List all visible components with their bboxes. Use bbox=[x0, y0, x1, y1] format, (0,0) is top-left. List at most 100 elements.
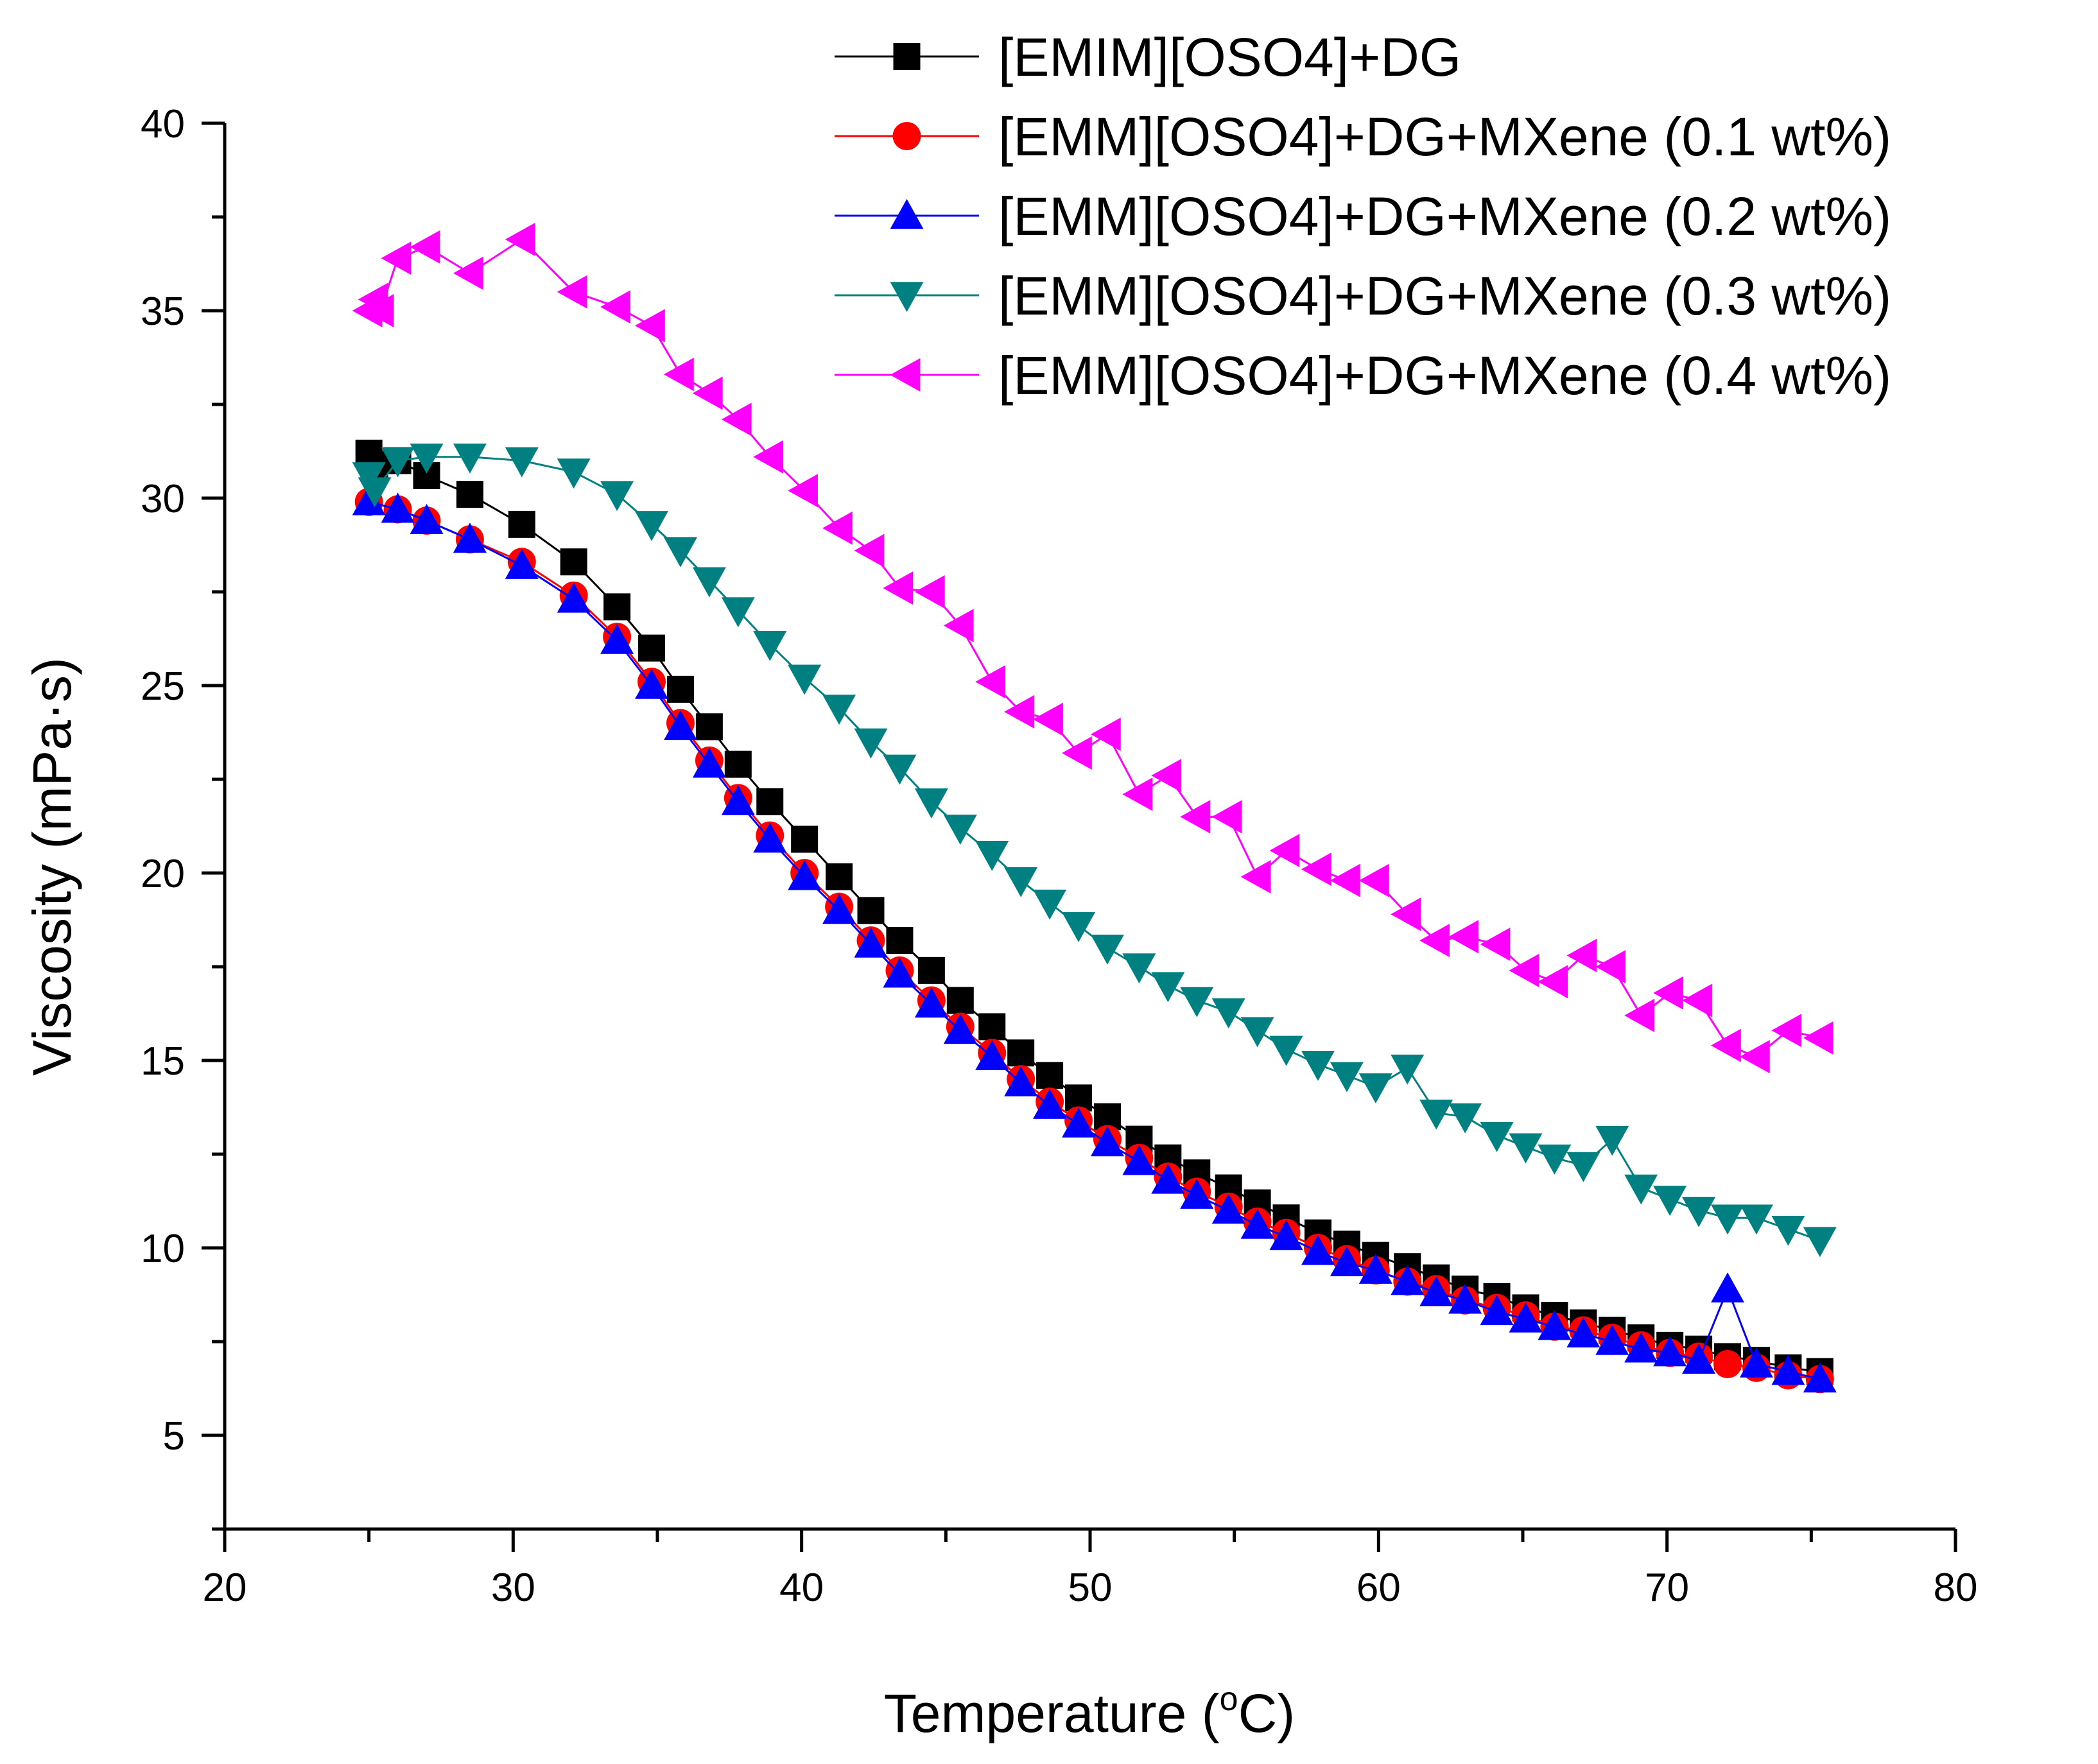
data-point bbox=[1269, 1035, 1303, 1066]
data-point bbox=[1090, 1126, 1124, 1157]
data-point bbox=[381, 447, 415, 478]
data-point bbox=[638, 634, 666, 662]
data-point bbox=[600, 290, 630, 324]
legend-item: [EMIM][OSO4]+DG bbox=[835, 27, 1461, 87]
data-point bbox=[1240, 1208, 1274, 1239]
data-point bbox=[791, 826, 819, 853]
data-point bbox=[1566, 1317, 1600, 1348]
data-point bbox=[822, 695, 856, 725]
data-point bbox=[1391, 897, 1421, 931]
x-axis-title: Temperature (oC) bbox=[884, 1681, 1295, 1743]
data-point bbox=[854, 927, 888, 958]
y-axis-title: Viscosity (mPa·s) bbox=[22, 657, 82, 1076]
y-tick-label: 25 bbox=[141, 664, 185, 709]
data-point bbox=[857, 897, 885, 924]
y-tick-label: 5 bbox=[163, 1414, 185, 1458]
data-point bbox=[756, 788, 784, 816]
data-point bbox=[946, 987, 974, 1014]
y-tick-label: 20 bbox=[141, 852, 185, 896]
data-point bbox=[1180, 987, 1214, 1017]
data-point bbox=[1653, 976, 1683, 1010]
data-point bbox=[978, 1013, 1006, 1041]
data-point bbox=[1180, 1179, 1214, 1209]
data-point bbox=[663, 710, 697, 741]
data-point bbox=[943, 609, 974, 643]
series-layer bbox=[352, 223, 1837, 1394]
data-point bbox=[1739, 1204, 1773, 1235]
data-point bbox=[557, 275, 587, 309]
legend: [EMIM][OSO4]+DG [EMM][OSO4]+DG+MXene (0.1… bbox=[835, 27, 1891, 406]
data-point bbox=[1682, 1344, 1716, 1374]
data-point bbox=[1007, 1039, 1035, 1067]
data-point bbox=[1211, 1193, 1245, 1224]
x-axis-ticks: 20 30 40 50 60 70 80 bbox=[203, 1529, 1978, 1610]
data-point bbox=[1004, 695, 1034, 729]
data-point bbox=[1301, 1051, 1335, 1081]
x-tick-label: 50 bbox=[1068, 1566, 1113, 1610]
data-point bbox=[721, 597, 755, 628]
data-point bbox=[975, 1040, 1009, 1070]
data-point bbox=[363, 294, 394, 327]
data-point bbox=[410, 504, 444, 534]
data-point bbox=[1358, 1073, 1392, 1103]
data-point bbox=[1062, 736, 1092, 770]
data-point bbox=[854, 728, 888, 759]
data-point bbox=[1419, 1276, 1453, 1306]
data-point bbox=[1180, 800, 1211, 834]
data-point bbox=[600, 481, 634, 512]
data-point bbox=[1480, 1122, 1514, 1152]
data-point bbox=[721, 785, 755, 815]
series-5 bbox=[352, 223, 1834, 1074]
data-point bbox=[381, 492, 415, 523]
legend-marker bbox=[890, 199, 924, 229]
data-point bbox=[1624, 1174, 1658, 1205]
y-tick-label: 30 bbox=[141, 477, 185, 521]
data-point bbox=[914, 788, 948, 819]
x-tick-label: 70 bbox=[1645, 1566, 1689, 1610]
data-point bbox=[1090, 935, 1124, 965]
data-point bbox=[788, 664, 822, 695]
y-tick-label: 40 bbox=[141, 102, 185, 146]
data-point bbox=[1803, 1227, 1837, 1258]
data-point bbox=[943, 815, 977, 845]
data-point bbox=[1566, 1152, 1600, 1182]
data-point bbox=[692, 567, 726, 598]
data-point bbox=[635, 309, 665, 343]
data-point bbox=[508, 510, 535, 538]
data-point bbox=[381, 241, 412, 275]
data-point bbox=[635, 669, 669, 699]
data-point bbox=[456, 481, 483, 508]
data-point bbox=[1566, 938, 1597, 973]
data-point bbox=[358, 477, 392, 508]
data-point bbox=[914, 575, 945, 609]
data-point bbox=[560, 548, 587, 576]
data-point bbox=[1004, 867, 1038, 897]
data-point bbox=[1419, 1099, 1453, 1130]
data-point bbox=[854, 533, 885, 567]
data-point bbox=[721, 402, 752, 437]
data-point bbox=[1391, 1054, 1425, 1085]
data-point bbox=[1682, 983, 1712, 1017]
x-tick-label: 40 bbox=[779, 1566, 824, 1610]
y-tick-label: 35 bbox=[141, 290, 185, 334]
data-point bbox=[1240, 1017, 1274, 1048]
legend-marker bbox=[890, 358, 921, 392]
x-tick-label: 80 bbox=[1934, 1566, 1978, 1610]
data-point bbox=[883, 571, 914, 605]
data-point bbox=[1301, 1234, 1335, 1265]
data-point bbox=[663, 358, 694, 392]
data-point bbox=[692, 747, 726, 778]
data-point bbox=[917, 956, 945, 984]
data-point bbox=[1595, 1125, 1629, 1156]
data-point bbox=[1269, 1220, 1303, 1250]
data-point bbox=[1509, 953, 1539, 987]
legend-label: [EMM][OSO4]+DG+MXene (0.4 wt%) bbox=[998, 345, 1891, 406]
data-point bbox=[1330, 863, 1360, 897]
data-point bbox=[1448, 1283, 1482, 1314]
data-point bbox=[453, 256, 483, 290]
data-point bbox=[886, 927, 914, 955]
data-point bbox=[943, 1014, 977, 1044]
data-point bbox=[453, 523, 487, 553]
data-point bbox=[1771, 1354, 1805, 1385]
y-tick-label: 15 bbox=[141, 1039, 185, 1084]
